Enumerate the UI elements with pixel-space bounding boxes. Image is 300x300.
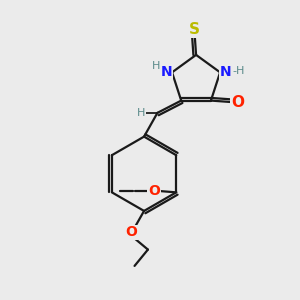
Text: -H: -H: [232, 66, 245, 76]
Text: N: N: [161, 65, 172, 79]
Text: O: O: [126, 225, 137, 239]
Text: S: S: [189, 22, 200, 37]
Text: H: H: [137, 108, 145, 118]
Text: H: H: [152, 61, 160, 71]
Text: N: N: [220, 65, 231, 79]
Text: O: O: [231, 94, 244, 110]
Text: O: O: [148, 184, 160, 198]
